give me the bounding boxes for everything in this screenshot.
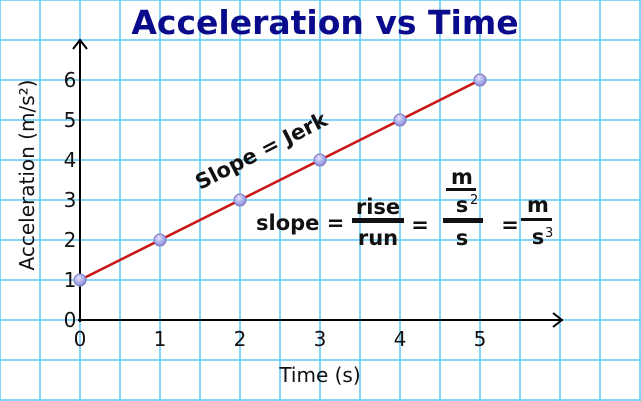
- y-axis-label: Acceleration (m/s²): [15, 80, 39, 271]
- eq-equals-1: =: [411, 213, 429, 237]
- y-tick-label: 0: [64, 308, 77, 332]
- data-point: [233, 193, 247, 207]
- eq-equals-2: =: [501, 213, 519, 237]
- y-tick-label: 5: [64, 108, 77, 132]
- data-point: [473, 73, 487, 87]
- eq-fraction-bar: [446, 188, 476, 191]
- chart-title: Acceleration vs Time: [131, 3, 518, 42]
- eq-fraction-bar: [443, 218, 483, 223]
- y-tick-label: 6: [64, 68, 77, 92]
- x-tick-label: 4: [394, 327, 407, 351]
- x-axis-arrow-icon: [552, 312, 564, 328]
- eq-sup-2: 2: [470, 193, 478, 208]
- data-point: [313, 153, 327, 167]
- eq-slope-text: slope =: [256, 211, 344, 235]
- eq-s-3: s: [532, 225, 545, 249]
- eq-m-2: m: [527, 193, 549, 217]
- y-tick-label: 2: [64, 228, 77, 252]
- y-axis-arrow-icon: [72, 38, 88, 50]
- eq-rise: rise: [356, 195, 400, 219]
- eq-s-1: s: [456, 193, 469, 217]
- data-point: [153, 233, 167, 247]
- x-axis-label: Time (s): [278, 363, 360, 387]
- data-point: [393, 113, 407, 127]
- x-tick-label: 0: [74, 327, 87, 351]
- y-tick-label: 3: [64, 188, 77, 212]
- eq-run: run: [358, 226, 398, 250]
- x-tick-label: 3: [314, 327, 327, 351]
- series-line: [79, 78, 481, 282]
- data-point: [73, 273, 87, 287]
- eq-s-2: s: [456, 226, 469, 250]
- eq-m-1: m: [451, 165, 473, 189]
- x-tick-label: 2: [234, 327, 247, 351]
- x-tick-label: 5: [474, 327, 487, 351]
- x-tick-label: 1: [154, 327, 167, 351]
- eq-fraction-bar: [521, 218, 552, 221]
- y-tick-label: 4: [64, 148, 77, 172]
- y-tick-label: 1: [64, 268, 77, 292]
- slope-equation: slope = rise run = m s 2 s = m s 3: [256, 165, 553, 250]
- eq-sup-3: 3: [545, 226, 553, 241]
- eq-fraction-bar: [352, 218, 404, 223]
